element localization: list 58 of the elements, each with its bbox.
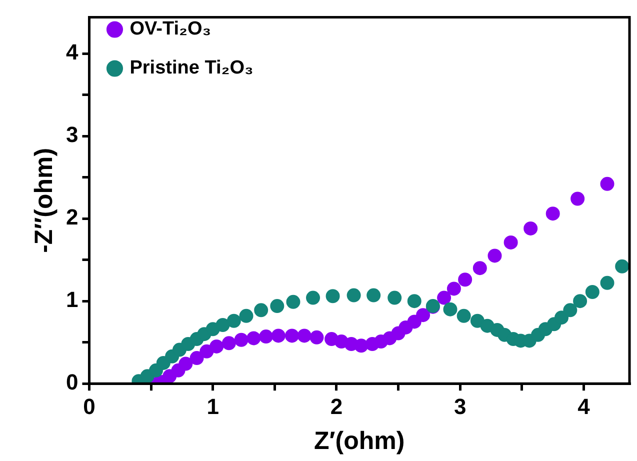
point: [443, 302, 458, 316]
point: [563, 303, 578, 318]
y-tick-label: 1: [66, 287, 78, 312]
point: [570, 192, 585, 206]
point: [585, 285, 600, 299]
point: [306, 290, 320, 305]
point: [456, 308, 471, 323]
point: [573, 294, 588, 308]
point: [600, 176, 614, 191]
point: [222, 336, 236, 350]
point: [310, 330, 324, 344]
y-tick-label: 3: [66, 122, 78, 148]
point: [190, 351, 204, 366]
point: [488, 248, 502, 263]
point: [407, 294, 422, 308]
y-axis-title: -Z″(ohm): [30, 148, 58, 253]
point: [366, 288, 381, 302]
point: [234, 332, 248, 347]
point: [524, 221, 538, 236]
point: [216, 318, 230, 332]
legend-label: Pristine Ti₂O₃: [130, 58, 254, 79]
point: [284, 328, 299, 343]
point: [504, 235, 518, 250]
point: [210, 339, 224, 354]
point: [254, 303, 268, 318]
point: [416, 308, 430, 322]
point: [271, 328, 286, 343]
point: [246, 331, 261, 346]
x-tick-label: 2: [330, 394, 343, 419]
legend-label: OV-Ti₂O₃: [130, 18, 212, 40]
point: [226, 314, 241, 328]
point: [437, 290, 452, 305]
point: [600, 276, 614, 290]
x-axis-title: Z′(ohm): [314, 426, 405, 455]
x-tick-label: 4: [578, 394, 591, 419]
point: [554, 310, 569, 325]
point: [178, 356, 193, 371]
point: [270, 299, 284, 314]
x-tick-label: 0: [83, 394, 96, 419]
point: [239, 308, 254, 323]
point: [297, 328, 312, 343]
point: [346, 288, 361, 302]
point: [354, 338, 368, 353]
point: [546, 206, 560, 221]
point: [446, 282, 461, 296]
y-tick-label: 2: [66, 204, 78, 230]
point: [286, 294, 300, 309]
x-tick-label: 1: [206, 394, 219, 419]
y-tick-label: 0: [66, 370, 78, 395]
point: [615, 259, 630, 274]
point: [458, 272, 472, 287]
point: [200, 344, 214, 358]
y-tick-label: 4: [66, 40, 79, 65]
point: [326, 289, 340, 304]
point: [388, 290, 402, 305]
x-tick-label: 3: [454, 394, 466, 419]
point: [259, 330, 274, 344]
point: [472, 261, 487, 276]
